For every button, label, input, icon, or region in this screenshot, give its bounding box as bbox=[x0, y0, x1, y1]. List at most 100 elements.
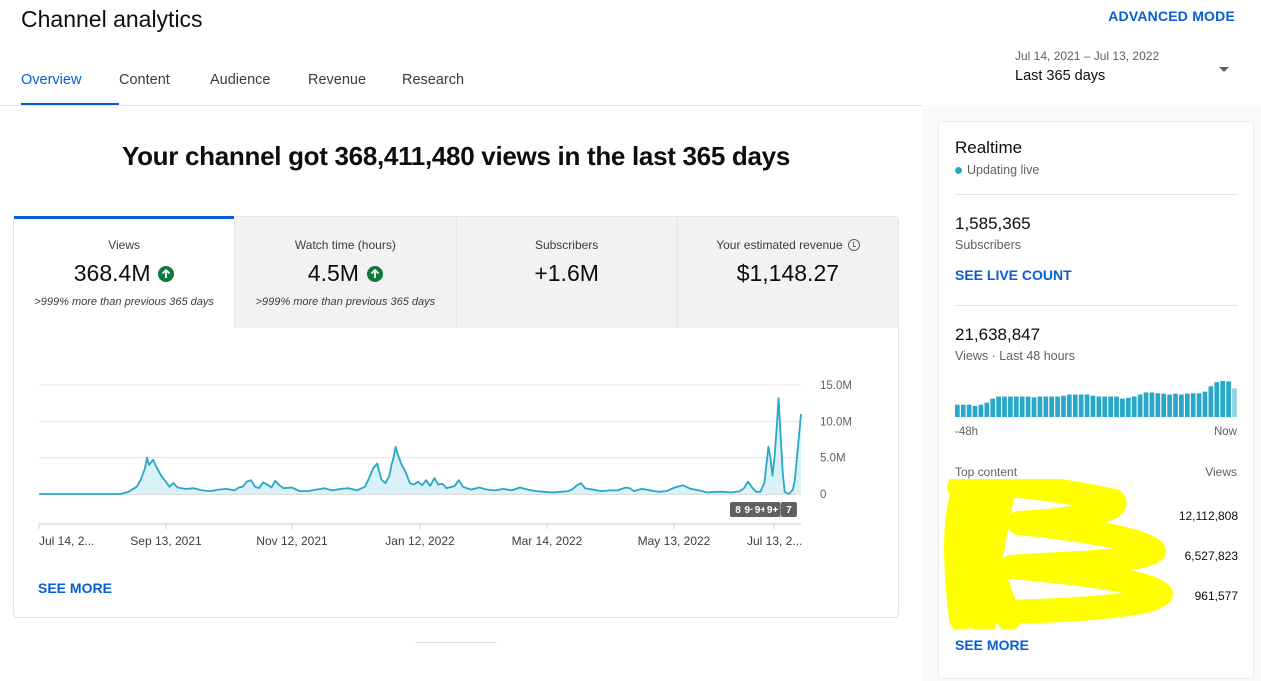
revenue-label: Your estimated revenue bbox=[716, 238, 843, 252]
hourly-bar bbox=[972, 405, 978, 417]
hourly-bar bbox=[984, 402, 990, 417]
hourly-bar bbox=[1013, 396, 1019, 417]
hourly-bar bbox=[1043, 396, 1049, 417]
hourly-bar bbox=[1096, 396, 1102, 417]
metric-tab-revenue[interactable]: Your estimated revenue $1,148.27 bbox=[677, 217, 898, 328]
tab-overview[interactable]: Overview bbox=[21, 72, 119, 105]
svg-text:9+: 9+ bbox=[755, 505, 767, 516]
hourly-bar bbox=[1167, 394, 1172, 417]
views-area bbox=[39, 398, 801, 494]
svg-text:7: 7 bbox=[786, 505, 792, 516]
date-range-dropdown[interactable]: Jul 14, 2021 – Jul 13, 2022 Last 365 day… bbox=[1015, 49, 1237, 93]
hourly-bar bbox=[1137, 394, 1143, 417]
hourly-bar bbox=[1214, 382, 1220, 417]
top-content-views: 6,527,823 bbox=[1184, 549, 1238, 563]
hourly-bar bbox=[1025, 396, 1031, 417]
metric-label: Your estimated revenue bbox=[678, 238, 898, 252]
top-content-row[interactable]: 6,527,823 bbox=[955, 549, 1238, 577]
views-series-line bbox=[39, 397, 802, 495]
hourly-bar bbox=[1232, 388, 1237, 417]
video-marker[interactable]: 8 bbox=[729, 502, 746, 517]
hourly-bar bbox=[1114, 396, 1119, 417]
metric-tabs: Views 368.4M >999% more than previous 36… bbox=[14, 216, 898, 328]
hourly-bar bbox=[1002, 396, 1007, 417]
y-tick-label: 5.0M bbox=[820, 453, 846, 465]
metric-tab-watch-time[interactable]: Watch time (hours) 4.5M >999% more than … bbox=[235, 217, 457, 328]
hourly-bar bbox=[1202, 391, 1208, 417]
divider bbox=[955, 194, 1238, 195]
hourly-bar bbox=[960, 404, 966, 417]
views-headline: Your channel got 368,411,480 views in th… bbox=[121, 141, 790, 171]
live-status-text: Updating live bbox=[967, 163, 1040, 177]
metric-tab-views[interactable]: Views 368.4M >999% more than previous 36… bbox=[14, 216, 236, 328]
svg-text:9+: 9+ bbox=[767, 505, 779, 516]
hourly-bar bbox=[1008, 396, 1013, 417]
x-tick-label: Jul 14, 2... bbox=[39, 534, 94, 548]
info-icon[interactable] bbox=[847, 239, 860, 251]
video-marker[interactable]: 7 bbox=[780, 502, 797, 517]
hourly-bar bbox=[1061, 395, 1066, 417]
advanced-mode-button[interactable]: ADVANCED MODE bbox=[1108, 8, 1235, 24]
see-live-count-button[interactable]: SEE LIVE COUNT bbox=[955, 267, 1072, 283]
hourly-bar bbox=[1084, 394, 1090, 417]
y-tick-label: 10.0M bbox=[820, 416, 852, 428]
top-content-row[interactable]: 12,112,808 bbox=[955, 509, 1238, 537]
hourly-bar bbox=[1125, 397, 1131, 417]
arrow-up-icon bbox=[366, 265, 383, 282]
hourly-bar bbox=[955, 404, 960, 417]
svg-text:9+: 9+ bbox=[745, 505, 757, 516]
realtime-title: Realtime bbox=[955, 138, 1023, 157]
top-content-header: Top content bbox=[955, 465, 1018, 479]
hourly-bar bbox=[1155, 393, 1161, 417]
tab-revenue[interactable]: Revenue bbox=[308, 72, 367, 88]
live-status: Updating live bbox=[955, 163, 1039, 177]
caret-down-icon bbox=[1219, 67, 1229, 72]
hourly-bar bbox=[978, 404, 984, 417]
divider bbox=[955, 305, 1238, 306]
subscribers-value: +1.6M bbox=[534, 260, 599, 286]
metric-value: 4.5M bbox=[235, 260, 455, 287]
date-range-label: Last 365 days bbox=[1015, 68, 1106, 84]
tab-audience[interactable]: Audience bbox=[210, 72, 271, 88]
top-content-views-header: Views bbox=[1205, 465, 1237, 479]
bars-axis-start: -48h bbox=[955, 426, 979, 438]
video-marker[interactable]: 9+ bbox=[764, 502, 781, 517]
hourly-bar bbox=[1019, 396, 1025, 417]
top-content-views: 12,112,808 bbox=[1178, 509, 1238, 523]
tab-research[interactable]: Research bbox=[402, 72, 465, 88]
hourly-bar bbox=[1196, 393, 1202, 417]
page-title: Channel analytics bbox=[21, 6, 203, 32]
hourly-bar bbox=[1179, 394, 1184, 417]
x-tick-label: Sep 13, 2021 bbox=[130, 534, 202, 548]
hourly-bar bbox=[1226, 381, 1231, 417]
metric-comparison: >999% more than previous 365 days bbox=[34, 296, 214, 308]
hourly-bar bbox=[1037, 396, 1043, 417]
x-tick-label: Jan 12, 2022 bbox=[385, 534, 455, 548]
metric-value: +1.6M bbox=[457, 260, 677, 287]
metric-comparison: >999% more than previous 365 days bbox=[255, 296, 436, 308]
see-more-button[interactable]: SEE MORE bbox=[38, 580, 112, 596]
realtime-views-bar-chart[interactable] bbox=[955, 377, 1238, 417]
realtime-subscribers-value: 1,585,365 bbox=[955, 214, 1031, 233]
revenue-value: $1,148.27 bbox=[736, 260, 840, 286]
realtime-subscribers-label: Subscribers bbox=[955, 238, 1021, 252]
watch-time-value: 4.5M bbox=[307, 260, 359, 286]
x-tick-label: Nov 12, 2021 bbox=[256, 534, 328, 548]
hourly-bar bbox=[1102, 396, 1108, 417]
metric-value: $1,148.27 bbox=[678, 260, 898, 287]
metric-tab-subscribers[interactable]: Subscribers +1.6M bbox=[456, 217, 678, 328]
hourly-bar bbox=[1184, 393, 1190, 417]
hourly-bar bbox=[1220, 381, 1226, 417]
hourly-bar bbox=[1072, 394, 1078, 417]
realtime-see-more-button[interactable]: SEE MORE bbox=[955, 637, 1029, 653]
header-divider bbox=[0, 105, 922, 106]
top-content-row[interactable]: 961,577 bbox=[955, 589, 1238, 617]
video-marker[interactable]: 9+ bbox=[752, 502, 769, 517]
x-tick-label: Mar 14, 2022 bbox=[512, 534, 583, 548]
hourly-bar bbox=[1067, 394, 1072, 417]
live-dot-icon bbox=[955, 166, 962, 174]
tab-bar: Overview Content Audience Revenue Resear… bbox=[21, 72, 482, 105]
tab-content[interactable]: Content bbox=[119, 72, 170, 88]
y-tick-label: 15.0M bbox=[820, 380, 852, 392]
